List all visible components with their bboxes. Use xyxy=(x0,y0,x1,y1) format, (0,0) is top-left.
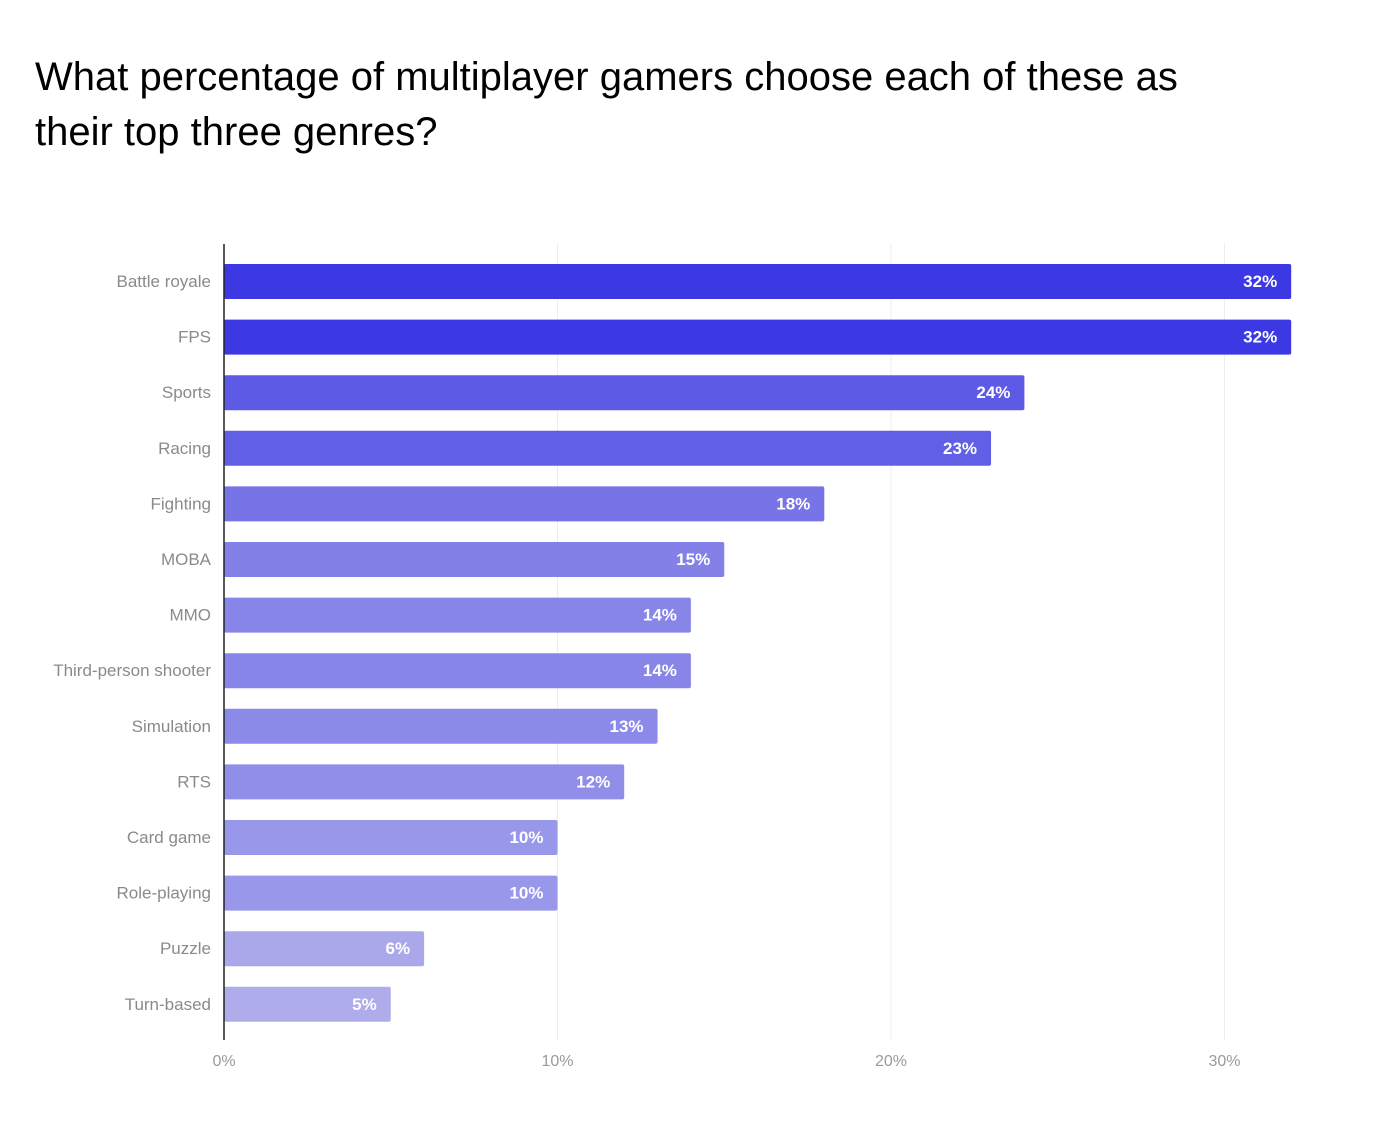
x-tick-label: 10% xyxy=(541,1053,573,1070)
category-label: Third-person shooter xyxy=(53,661,211,680)
x-tick-label: 30% xyxy=(1208,1053,1240,1070)
category-label: Card game xyxy=(127,828,211,847)
value-label: 23% xyxy=(943,439,977,458)
value-labels: 32% 32% 24% 23% 18% 15% 14% 14% 13% 12% 10% 10% 6% 5% xyxy=(352,272,1277,1014)
category-label: Role-playing xyxy=(117,884,212,903)
value-label: 6% xyxy=(386,939,411,958)
bars xyxy=(224,264,1292,1022)
category-label: MOBA xyxy=(161,550,212,569)
bar xyxy=(224,486,825,522)
x-axis-ticks: 0% 10% 20% 30% xyxy=(212,1053,1240,1070)
bar xyxy=(224,430,992,466)
bar xyxy=(224,875,558,911)
value-label: 14% xyxy=(643,661,677,680)
category-label: Puzzle xyxy=(160,939,211,958)
category-label: Fighting xyxy=(151,494,211,513)
bar xyxy=(224,264,1292,299)
x-tick-label: 20% xyxy=(875,1053,907,1070)
category-label: Battle royale xyxy=(117,272,212,291)
value-label: 18% xyxy=(776,494,810,513)
bar xyxy=(224,986,391,1022)
value-label: 15% xyxy=(676,550,710,569)
category-label: Racing xyxy=(158,439,211,458)
bar xyxy=(224,931,425,967)
value-label: 32% xyxy=(1243,272,1277,291)
category-labels: Battle royale FPS Sports Racing Fighting MOBA… xyxy=(53,272,211,1014)
bar xyxy=(224,375,1025,411)
category-label: Sports xyxy=(162,383,211,402)
category-label: FPS xyxy=(178,328,211,347)
value-label: 14% xyxy=(643,606,677,625)
value-label: 12% xyxy=(576,772,610,791)
value-label: 10% xyxy=(509,884,543,903)
category-label: RTS xyxy=(177,772,211,791)
bar xyxy=(224,653,691,689)
category-label: Simulation xyxy=(132,717,211,736)
category-label: MMO xyxy=(169,606,211,625)
bar xyxy=(224,708,658,744)
value-label: 5% xyxy=(352,995,377,1014)
bar xyxy=(224,764,625,800)
value-label: 32% xyxy=(1243,328,1277,347)
value-label: 24% xyxy=(976,383,1010,402)
bar xyxy=(224,542,725,577)
gridlines xyxy=(557,244,1225,1040)
category-label: Turn-based xyxy=(125,995,211,1014)
x-tick-label: 0% xyxy=(212,1053,235,1070)
chart-title: What percentage of multiplayer gamers ch… xyxy=(35,55,1178,154)
value-label: 13% xyxy=(610,717,644,736)
bar xyxy=(224,820,558,855)
value-label: 10% xyxy=(509,828,543,847)
bar xyxy=(224,319,1292,355)
bar xyxy=(224,597,691,633)
